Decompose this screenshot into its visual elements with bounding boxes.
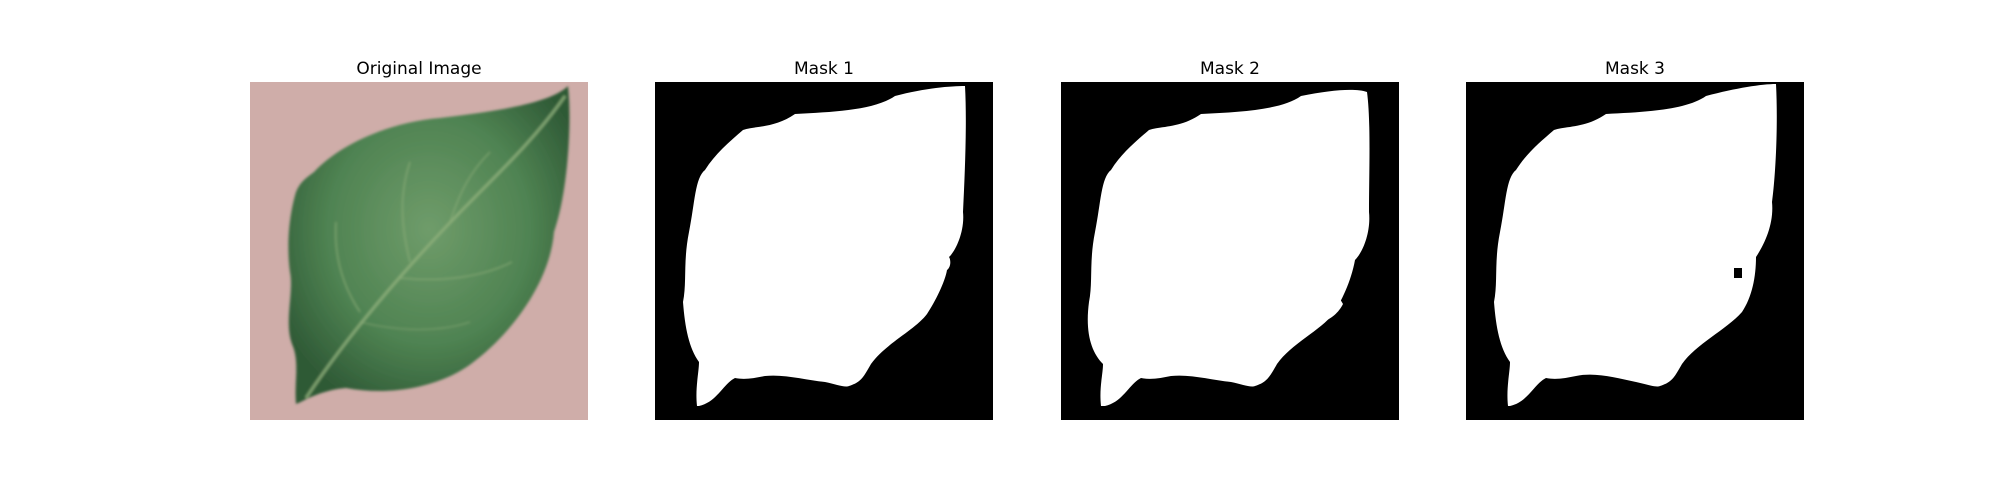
mask-1-image <box>655 82 993 420</box>
panel-mask-2: Mask 2 <box>1061 56 1399 420</box>
panel-title: Mask 2 <box>1199 59 1260 79</box>
panel-original-image: Original Image <box>250 56 588 420</box>
mask-3-image <box>1466 82 1804 420</box>
mask-2-image <box>1061 82 1399 420</box>
panel-mask-3: Mask 3 <box>1466 56 1804 420</box>
original-leaf-image <box>250 82 588 420</box>
panel-mask-1: Mask 1 <box>655 56 993 420</box>
panel-title: Mask 3 <box>1604 59 1665 79</box>
panel-title: Original Image <box>356 59 482 79</box>
panel-title: Mask 1 <box>793 59 854 79</box>
